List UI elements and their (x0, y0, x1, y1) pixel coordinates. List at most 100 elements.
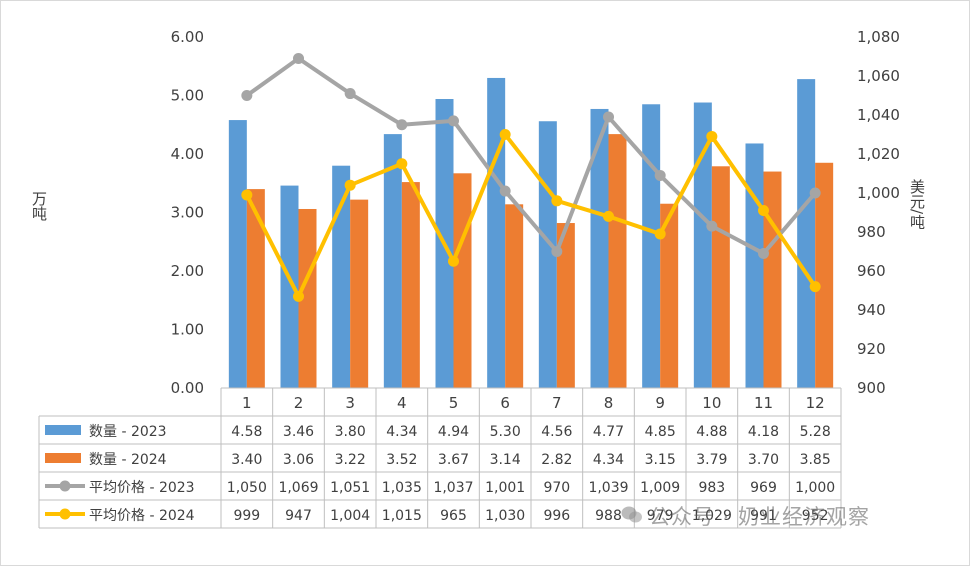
data-label: 1,009 (640, 480, 680, 496)
data-label: 1,037 (433, 480, 473, 496)
line-point (706, 130, 718, 142)
data-label: 1,030 (485, 508, 525, 524)
bar (383, 134, 402, 388)
data-label: 1,035 (382, 480, 422, 496)
data-label: 988 (595, 508, 622, 524)
line-point (706, 220, 718, 232)
bar (797, 79, 816, 389)
y-right-tick-label: 900 (857, 379, 886, 397)
line-point (809, 187, 821, 199)
line-point (344, 88, 356, 100)
wechat-icon (621, 506, 642, 523)
bar (505, 204, 524, 388)
y-right-tick-label: 960 (857, 262, 886, 280)
line-point (241, 90, 253, 101)
bar (590, 108, 609, 388)
data-label: 5.28 (800, 424, 831, 440)
bar (453, 173, 472, 388)
bar (556, 223, 575, 388)
data-label: 4.85 (645, 424, 676, 440)
data-label: 5.30 (490, 424, 521, 440)
line-point (654, 228, 666, 240)
data-label: 996 (543, 508, 570, 524)
bar (693, 102, 712, 389)
x-tick-label: 3 (345, 394, 355, 412)
y-right-tick-label: 1,060 (857, 67, 900, 85)
bar (332, 165, 351, 388)
line-point (809, 281, 821, 293)
data-label: 999 (233, 508, 260, 524)
x-tick-label: 4 (397, 394, 407, 412)
bar (763, 171, 782, 388)
data-label: 4.94 (438, 424, 469, 440)
line-point (551, 246, 563, 257)
line-point (396, 119, 408, 131)
data-label: 3.06 (283, 452, 314, 468)
line-point (448, 115, 459, 127)
x-tick-label: 8 (604, 394, 614, 412)
line-point (293, 290, 304, 302)
bar (298, 208, 317, 388)
data-label: 1,004 (330, 508, 370, 524)
data-label: 3.52 (386, 452, 417, 468)
data-label: 970 (543, 480, 570, 496)
x-tick-label: 5 (449, 394, 459, 412)
data-label: 1,015 (382, 508, 422, 524)
data-label: 1,029 (692, 508, 732, 524)
legend-label: 数量 - 2023 (89, 424, 167, 440)
line-point (603, 111, 614, 123)
line-point (654, 169, 666, 181)
y-left-tick-label: 3.00 (171, 204, 204, 222)
data-label: 3.85 (800, 452, 831, 468)
data-label: 3.22 (335, 452, 366, 468)
data-label: 1,000 (795, 480, 835, 496)
y-right-tick-label: 1,080 (857, 28, 900, 46)
data-label: 4.88 (696, 424, 727, 440)
line-point (758, 247, 769, 259)
legend-swatch (45, 425, 81, 435)
data-label: 1,050 (227, 480, 267, 496)
legend-label: 平均价格 - 2024 (89, 508, 195, 524)
data-label: 947 (285, 508, 312, 524)
data-label: 3.67 (438, 452, 469, 468)
bar (660, 203, 679, 388)
y-right-tick-label: 1,020 (857, 145, 900, 163)
y-right-tick-label: 920 (857, 340, 886, 358)
x-tick-label: 6 (500, 394, 510, 412)
data-label: 952 (802, 508, 829, 524)
bar (711, 166, 730, 388)
y-left-tick-label: 2.00 (171, 262, 204, 280)
line-point (499, 129, 511, 140)
y-left-tick-label: 1.00 (171, 321, 204, 339)
legend-swatch-point (59, 508, 71, 520)
bar (228, 120, 247, 388)
data-label: 3.80 (335, 424, 366, 440)
data-label: 1,039 (588, 480, 628, 496)
x-tick-label: 11 (754, 394, 773, 412)
legend-label: 数量 - 2024 (89, 452, 167, 468)
data-label: 3.15 (645, 452, 676, 468)
x-tick-label: 1 (242, 394, 252, 412)
legend-swatch (45, 453, 81, 463)
data-label: 2.82 (541, 452, 572, 468)
data-label: 4.77 (593, 424, 624, 440)
data-label: 1,051 (330, 480, 370, 496)
bar (401, 182, 420, 388)
bar (487, 77, 506, 388)
bar (538, 121, 557, 389)
data-label: 3.40 (231, 452, 262, 468)
bar (745, 143, 764, 388)
line-point (344, 179, 356, 191)
data-label: 4.34 (386, 424, 417, 440)
x-tick-label: 9 (655, 394, 665, 412)
line-point (499, 185, 511, 197)
series-line (245, 132, 817, 299)
data-label: 3.79 (696, 452, 727, 468)
y-axis-left-label: 万吨 (30, 191, 48, 221)
y-left-tick-label: 0.00 (171, 379, 204, 397)
line-point (396, 158, 408, 170)
watermark-text: 公众号 · 奶业经济观察 (649, 505, 871, 529)
legend-label: 平均价格 - 2023 (89, 480, 195, 496)
